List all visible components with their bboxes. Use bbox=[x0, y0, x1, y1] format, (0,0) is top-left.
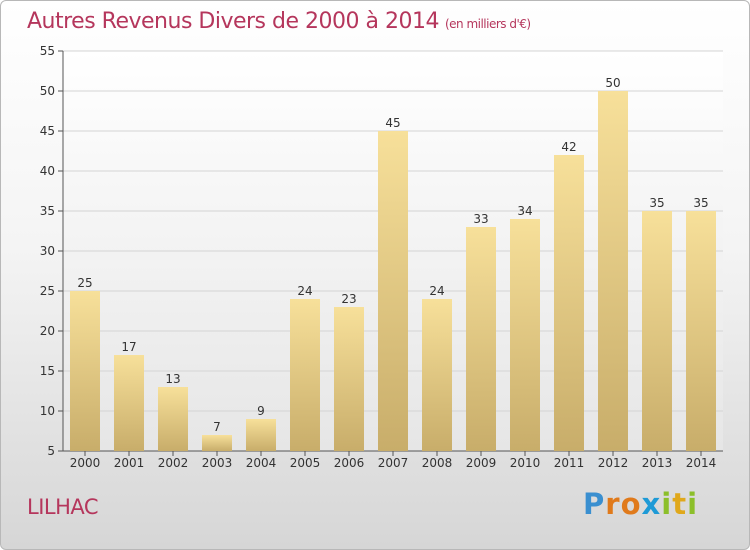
y-tick-label: 10 bbox=[40, 404, 55, 418]
logo-letter: o bbox=[620, 487, 642, 521]
logo-letter: P bbox=[583, 487, 606, 521]
y-tick-label: 50 bbox=[40, 84, 55, 98]
y-tick-label: 30 bbox=[40, 244, 55, 258]
bar-value-label: 17 bbox=[121, 340, 136, 354]
commune-name: LILHAC bbox=[27, 495, 99, 519]
logo-letter: i bbox=[661, 487, 673, 521]
logo-letter: t bbox=[672, 487, 688, 521]
bar bbox=[202, 435, 232, 451]
bar-value-label: 25 bbox=[77, 276, 92, 290]
x-tick-label: 2013 bbox=[642, 456, 673, 470]
bar-value-label: 24 bbox=[297, 284, 312, 298]
bar bbox=[114, 355, 144, 451]
bar bbox=[422, 299, 452, 451]
bar-value-label: 23 bbox=[341, 292, 356, 306]
y-tick-label: 5 bbox=[47, 444, 55, 458]
y-tick-label: 40 bbox=[40, 164, 55, 178]
x-tick-label: 2005 bbox=[290, 456, 321, 470]
y-tick-label: 20 bbox=[40, 324, 55, 338]
bar-value-label: 24 bbox=[429, 284, 444, 298]
proxiti-logo: Proxiti bbox=[583, 487, 698, 521]
bar bbox=[466, 227, 496, 451]
bar-value-label: 42 bbox=[561, 140, 576, 154]
bar bbox=[598, 91, 628, 451]
y-tick-label: 55 bbox=[40, 44, 55, 58]
x-tick-label: 2011 bbox=[554, 456, 585, 470]
bar bbox=[70, 291, 100, 451]
bar bbox=[642, 211, 672, 451]
bar bbox=[686, 211, 716, 451]
bar-value-label: 33 bbox=[473, 212, 488, 226]
x-tick-label: 2001 bbox=[114, 456, 145, 470]
bar-value-label: 34 bbox=[517, 204, 532, 218]
x-tick-label: 2009 bbox=[466, 456, 497, 470]
bar-value-label: 13 bbox=[165, 372, 180, 386]
x-tick-label: 2000 bbox=[70, 456, 101, 470]
x-tick-label: 2004 bbox=[246, 456, 277, 470]
bar bbox=[158, 387, 188, 451]
x-tick-label: 2002 bbox=[158, 456, 189, 470]
bar bbox=[554, 155, 584, 451]
bar bbox=[246, 419, 276, 451]
logo-letter: i bbox=[687, 487, 699, 521]
x-tick-label: 2014 bbox=[686, 456, 717, 470]
chart-title: Autres Revenus Divers de 2000 à 2014 (en … bbox=[27, 9, 531, 34]
x-tick-label: 2012 bbox=[598, 456, 629, 470]
bar-value-label: 45 bbox=[385, 116, 400, 130]
x-tick-label: 2007 bbox=[378, 456, 409, 470]
logo-letter: x bbox=[641, 487, 662, 521]
bar-value-label: 9 bbox=[257, 404, 265, 418]
bar bbox=[334, 307, 364, 451]
x-tick-label: 2003 bbox=[202, 456, 233, 470]
chart-title-text: Autres Revenus Divers de 2000 à 2014 bbox=[27, 9, 439, 34]
x-tick-label: 2010 bbox=[510, 456, 541, 470]
x-tick-label: 2006 bbox=[334, 456, 365, 470]
y-tick-label: 15 bbox=[40, 364, 55, 378]
bar bbox=[510, 219, 540, 451]
bar-value-label: 35 bbox=[649, 196, 664, 210]
y-tick-label: 45 bbox=[40, 124, 55, 138]
y-tick-label: 25 bbox=[40, 284, 55, 298]
bar bbox=[378, 131, 408, 451]
bar bbox=[290, 299, 320, 451]
y-tick-label: 35 bbox=[40, 204, 55, 218]
chart-unit: (en milliers d'€) bbox=[444, 17, 531, 31]
bar-value-label: 7 bbox=[213, 420, 221, 434]
logo-letter: r bbox=[605, 487, 621, 521]
bar-value-label: 35 bbox=[693, 196, 708, 210]
x-tick-label: 2008 bbox=[422, 456, 453, 470]
bar-value-label: 50 bbox=[605, 76, 620, 90]
